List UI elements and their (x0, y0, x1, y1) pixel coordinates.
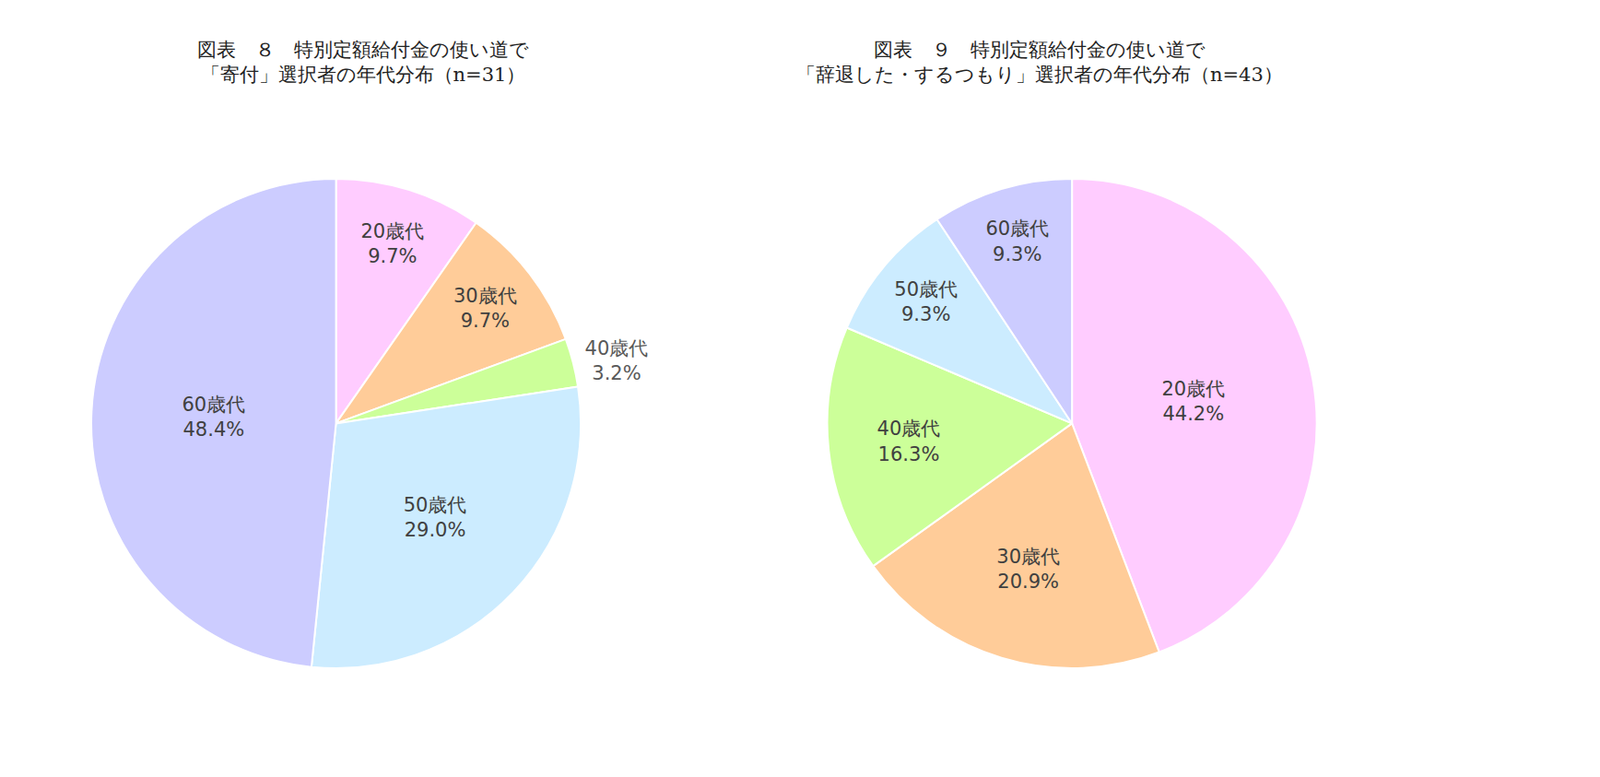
svg-text:60歳代48.4%: 60歳代48.4% (182, 393, 247, 441)
svg-text:50歳代9.3%: 50歳代9.3% (894, 278, 958, 326)
svg-text:図表 ９ 特別定額給付金の使い道で「辞退した・するつもり」選: 図表 ９ 特別定額給付金の使い道で「辞退した・するつもり」選択者の年代分布（n=… (796, 38, 1283, 86)
svg-text:20歳代44.2%: 20歳代44.2% (1161, 377, 1225, 425)
svg-text:30歳代20.9%: 30歳代20.9% (996, 545, 1060, 593)
svg-text:40歳代3.2%: 40歳代3.2% (585, 337, 649, 385)
svg-text:20歳代9.7%: 20歳代9.7% (360, 220, 424, 268)
svg-text:40歳代16.3%: 40歳代16.3% (877, 417, 942, 465)
svg-text:30歳代9.7%: 30歳代9.7% (453, 284, 518, 332)
svg-text:図表 ８ 特別定額給付金の使い道で「寄付」選択者の年代分布（: 図表 ８ 特別定額給付金の使い道で「寄付」選択者の年代分布（n=31） (197, 38, 530, 86)
svg-text:60歳代9.3%: 60歳代9.3% (985, 217, 1049, 265)
svg-text:50歳代29.0%: 50歳代29.0% (403, 494, 468, 542)
